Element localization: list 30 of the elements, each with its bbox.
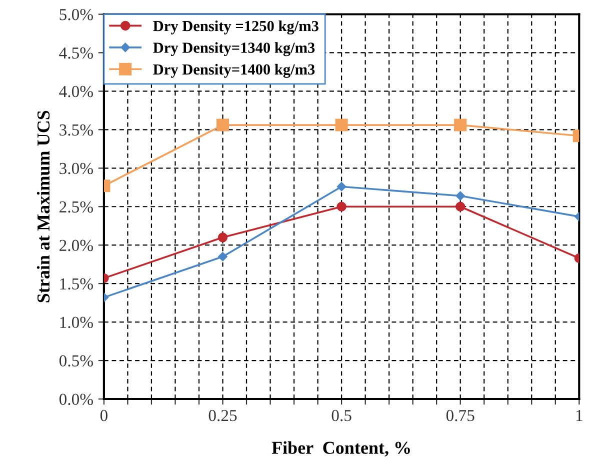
x-tick-label: 1 xyxy=(576,410,582,421)
y-tick-label: 4.0% xyxy=(59,86,93,98)
y-tick-label: 2.5% xyxy=(60,201,93,213)
y-tick-label: 5.0% xyxy=(60,8,93,20)
point xyxy=(336,182,346,192)
y-tick-label: 0.0% xyxy=(59,394,93,406)
y-tick-label: 1.0% xyxy=(60,316,93,328)
y-tick-label: 2.0% xyxy=(60,240,93,252)
point xyxy=(455,202,466,212)
point xyxy=(218,232,228,242)
y-tick-label: 0.5% xyxy=(59,355,93,367)
point xyxy=(454,118,467,132)
point xyxy=(336,202,346,212)
legend-label: Dry Density=1400 kg/m3 xyxy=(153,64,315,78)
x-tick-label: 0.5 xyxy=(332,410,352,422)
y-tick-label: 1.5% xyxy=(60,278,93,290)
point xyxy=(216,118,229,132)
x-tick-label: 0 xyxy=(100,410,108,422)
x-axis-title: Fiber Content, % xyxy=(272,441,410,457)
x-tick-label: 0.75 xyxy=(446,410,474,422)
y-axis-title: Strain at Maximum UCS xyxy=(36,110,50,302)
x-tick-label: 0.25 xyxy=(208,410,237,422)
point xyxy=(456,191,465,200)
y-tick-label: 3.5% xyxy=(60,124,93,136)
legend-label: Dry Density=1340 kg/m3 xyxy=(153,42,315,56)
y-tick-label: 4.5% xyxy=(59,47,93,59)
legend-label: Dry Density =1250 kg/m3 xyxy=(153,20,318,34)
point xyxy=(218,252,228,262)
y-tick-label: 3.0% xyxy=(60,162,93,174)
point xyxy=(335,118,348,132)
